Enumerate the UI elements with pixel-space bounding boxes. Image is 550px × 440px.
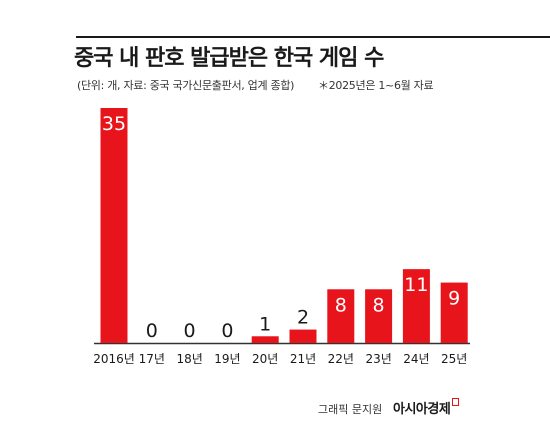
x-tick-label: 18년 bbox=[176, 352, 202, 366]
bar bbox=[402, 269, 430, 343]
data-label: 9 bbox=[448, 288, 460, 310]
bar bbox=[251, 336, 279, 343]
data-label: 2 bbox=[297, 307, 309, 329]
data-label: 0 bbox=[221, 320, 233, 342]
data-label: 0 bbox=[184, 320, 196, 342]
brand-logo: 아시아경제 bbox=[393, 398, 460, 417]
x-tick-label: 22년 bbox=[328, 352, 354, 366]
chart-source: (단위: 개, 자료: 중국 국가신문출판서, 업계 종합) bbox=[77, 79, 295, 92]
data-label: 1 bbox=[259, 313, 271, 335]
brand-name: 아시아경제 bbox=[393, 402, 451, 417]
data-label: 8 bbox=[373, 294, 385, 316]
data-label: 8 bbox=[335, 294, 347, 316]
data-label: 11 bbox=[404, 274, 428, 296]
x-tick-label: 17년 bbox=[139, 352, 165, 366]
x-tick-label: 21년 bbox=[290, 352, 316, 366]
bar bbox=[327, 289, 355, 343]
bar bbox=[440, 282, 468, 343]
x-tick-label: 2016년 bbox=[93, 352, 135, 366]
graphic-credit: 그래픽 문지원 bbox=[318, 403, 383, 416]
x-tick-label: 20년 bbox=[252, 352, 278, 366]
bar bbox=[289, 329, 317, 343]
x-tick-label: 24년 bbox=[403, 352, 429, 366]
top-rule bbox=[76, 36, 550, 38]
x-tick-label: 19년 bbox=[214, 352, 240, 366]
bar bbox=[100, 108, 128, 343]
x-tick-label: 23년 bbox=[365, 352, 391, 366]
data-label: 0 bbox=[146, 320, 158, 342]
chart-title: 중국 내 판호 발급받은 한국 게임 수 bbox=[74, 46, 384, 71]
bar bbox=[365, 289, 393, 343]
data-label: 35 bbox=[102, 113, 126, 135]
x-tick-label: 25년 bbox=[441, 352, 467, 366]
brand-mark-icon bbox=[452, 398, 460, 406]
chart-note: ＊2025년은 1~6월 자료 bbox=[318, 79, 434, 92]
